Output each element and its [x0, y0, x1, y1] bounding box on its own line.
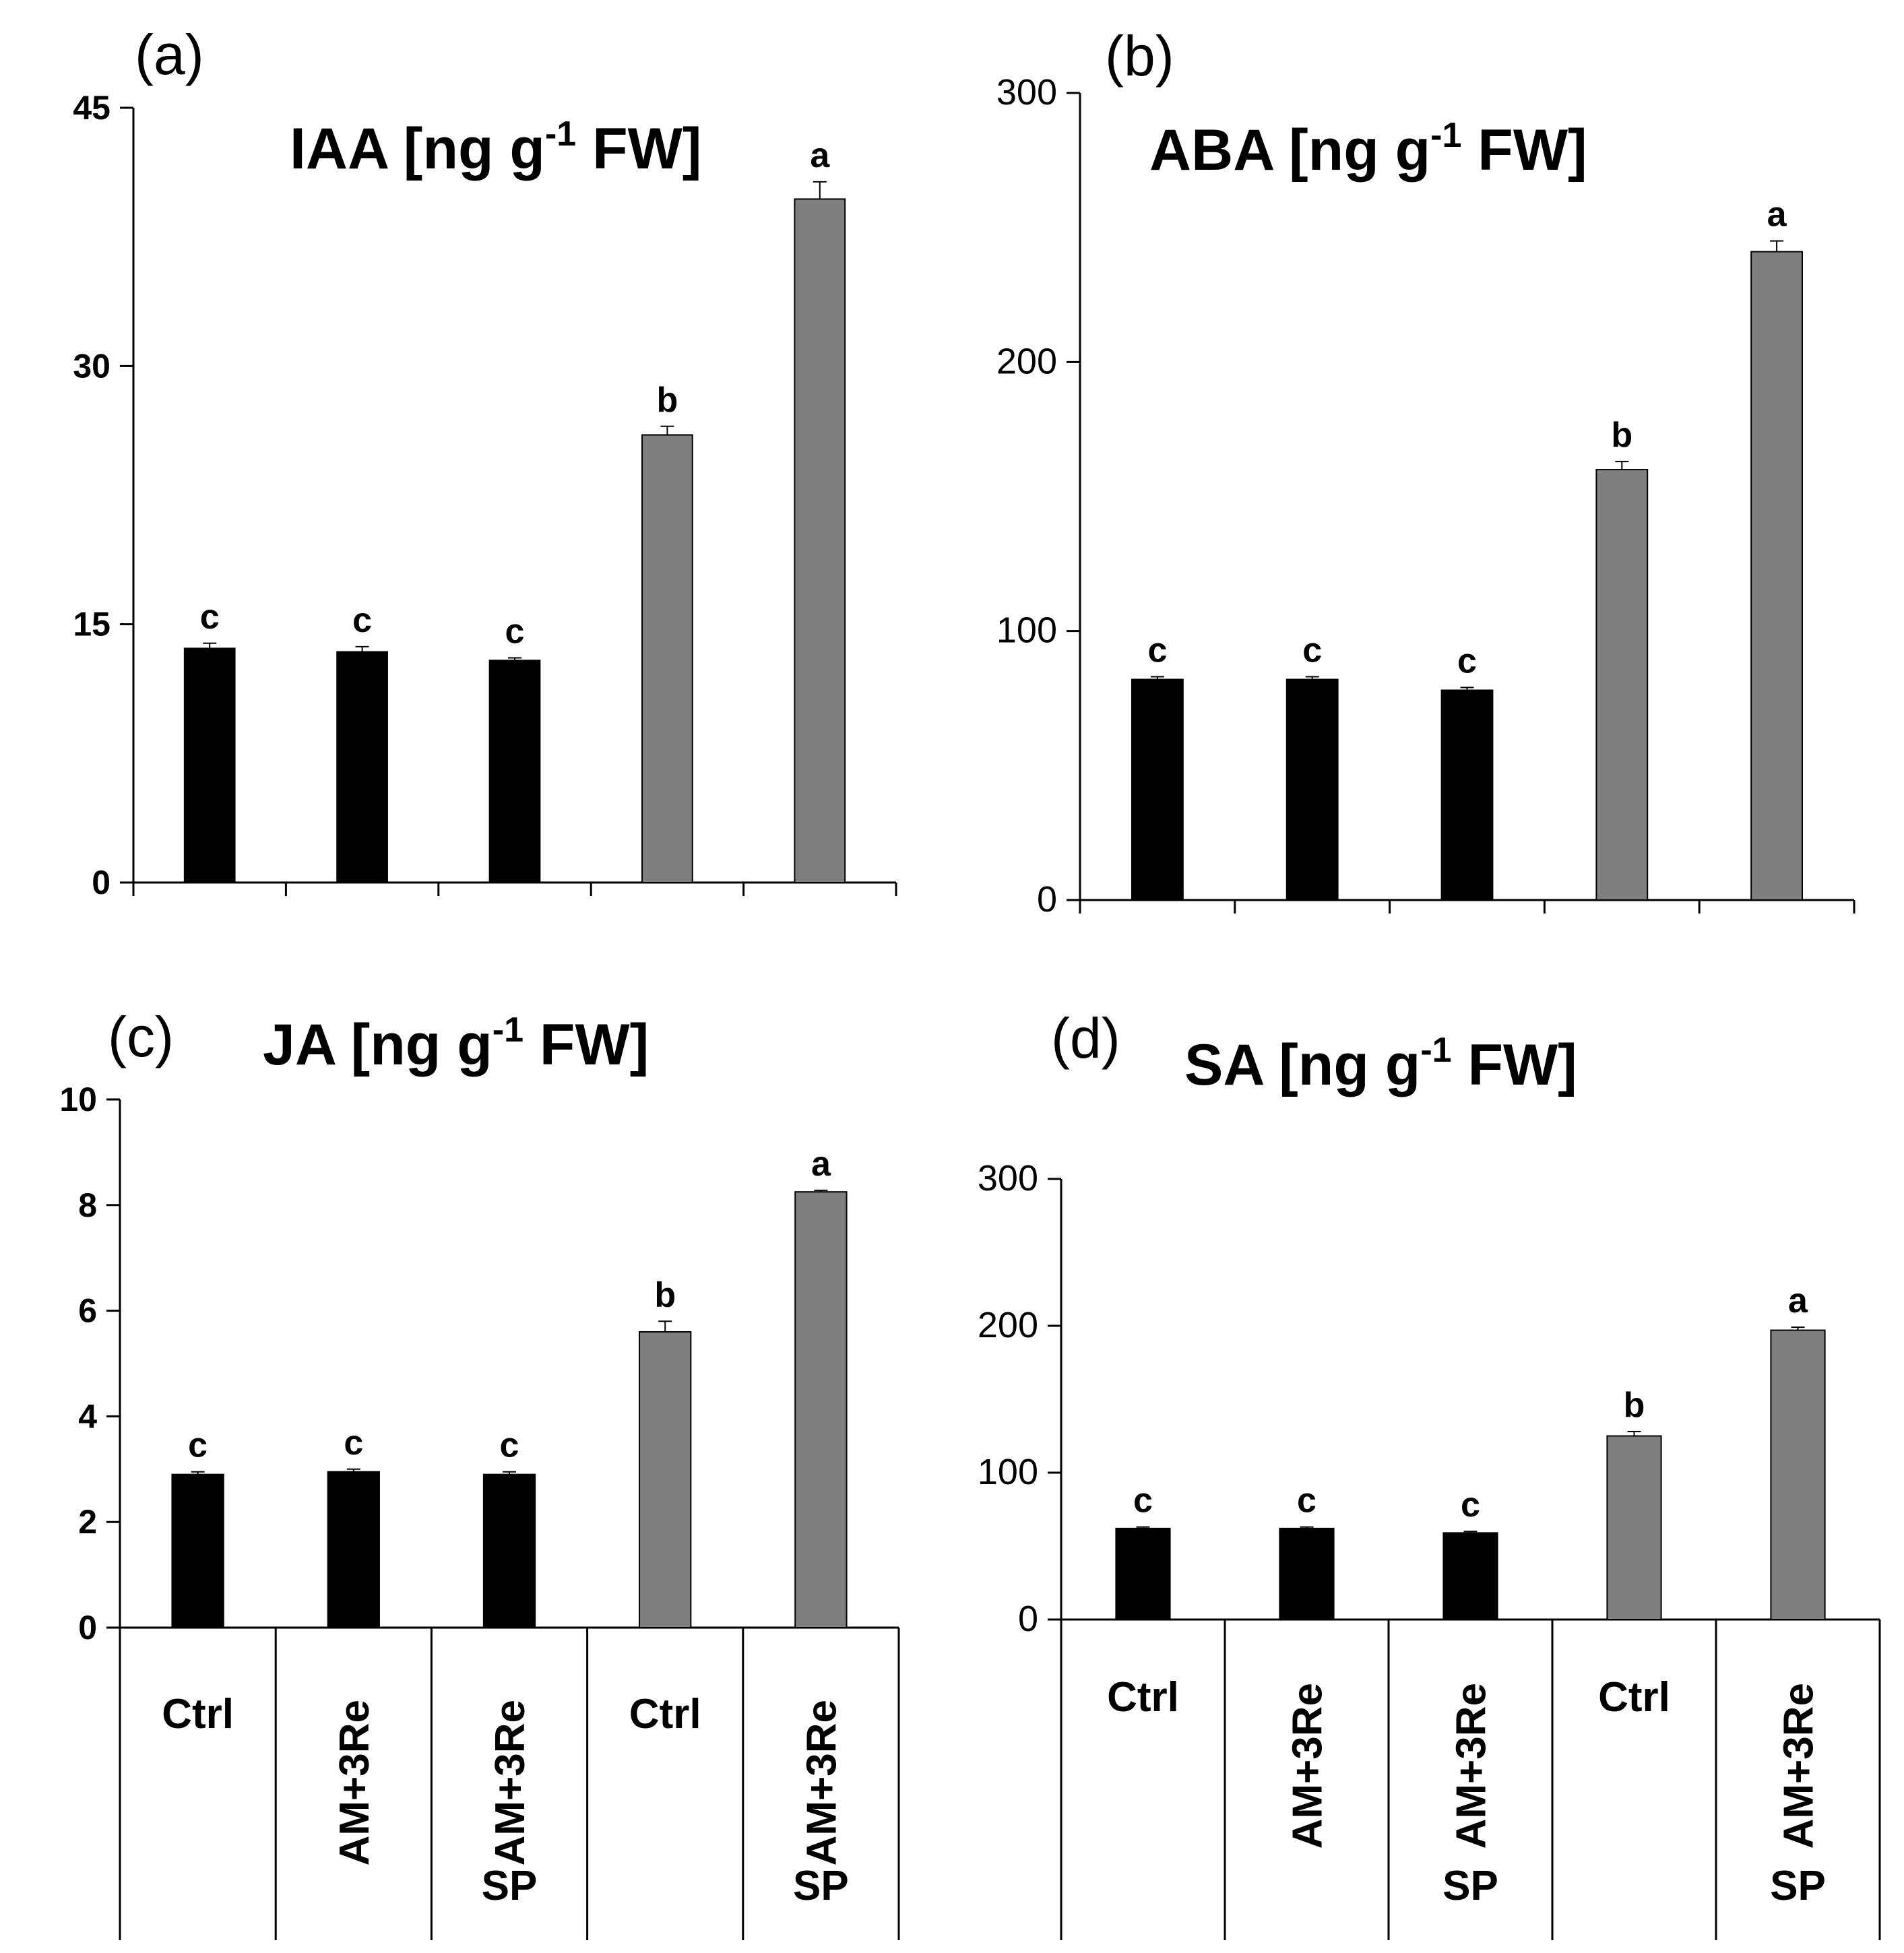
panel-c-category-label: Ctrl	[629, 1691, 701, 1737]
panel-a-significance-label: a	[810, 136, 830, 175]
panel-c-bar	[171, 1473, 224, 1628]
panel-b-bar	[1440, 689, 1494, 901]
panel-c-significance-label: a	[811, 1145, 831, 1184]
panel-c-y-tick-label: 4	[78, 1397, 97, 1435]
panel-c-y-tick-label: 2	[78, 1503, 97, 1541]
panel-a-y-tick-label: 0	[92, 864, 110, 901]
panel-c-title: JA [ng g-1 FW]	[263, 1011, 649, 1077]
panel-c-y-tick-label: 6	[78, 1292, 97, 1330]
panel-c-category-label: Ctrl	[162, 1691, 234, 1737]
panel-a-bar	[488, 660, 541, 883]
panel-d-y-tick-label: 0	[1018, 1599, 1038, 1639]
panel-d-significance-label: b	[1624, 1386, 1645, 1425]
panel-c-y-tick-label: 0	[78, 1609, 97, 1646]
panel-d-category-label: AM+3Re	[1449, 1683, 1495, 1849]
panel-d-letter: (d)	[1051, 1006, 1120, 1070]
panel-c-group-label: SP	[482, 1863, 538, 1909]
panel-b-significance-label: c	[1457, 642, 1477, 681]
panel-d-category-label: AM+3Re	[1776, 1683, 1822, 1849]
panel-c-bar	[327, 1471, 380, 1628]
panel-a-y-tick-label: 45	[73, 89, 110, 127]
panel-b-significance-label: a	[1767, 195, 1787, 234]
panel-c-group-label: SP	[793, 1863, 849, 1909]
panel-b-bar	[1595, 469, 1649, 901]
panel-d-group-label: SP	[1442, 1863, 1498, 1909]
panel-c-category-label: AM+3Re	[798, 1700, 845, 1865]
panel-c-category-label: AM+3Re	[487, 1700, 534, 1865]
panel-a-significance-label: c	[200, 598, 220, 637]
panel-d-category-label: Ctrl	[1598, 1674, 1670, 1721]
panel-a-bar	[794, 198, 846, 883]
panel-c-significance-label: b	[654, 1275, 676, 1314]
panel-a-letter: (a)	[135, 23, 204, 86]
panel-d-bar	[1442, 1532, 1498, 1620]
panel-d-significance-label: c	[1297, 1481, 1316, 1520]
panel-d-bar	[1279, 1527, 1335, 1621]
panel-d-bar	[1606, 1435, 1662, 1620]
panel-d-bar	[1770, 1329, 1826, 1621]
panel-c-bar	[482, 1473, 536, 1628]
panel-c-significance-label: c	[188, 1426, 208, 1465]
panel-b-y-tick-label: 200	[996, 341, 1057, 381]
panel-d-bar	[1115, 1527, 1171, 1621]
panel-c-category-label: AM+3Re	[331, 1700, 378, 1865]
panel-b-y-tick-label: 0	[1037, 879, 1057, 920]
panel-b-y-tick-label: 300	[996, 72, 1057, 113]
panel-a-y-tick-label: 15	[73, 606, 110, 643]
panel-a-y-tick-label: 30	[73, 347, 110, 385]
panel-b-title: ABA [ng g-1 FW]	[1149, 116, 1587, 183]
panel-d-category-label: AM+3Re	[1285, 1683, 1331, 1849]
panel-c-y-tick-label: 10	[59, 1081, 97, 1118]
panel-b-significance-label: c	[1147, 631, 1167, 670]
panel-c-significance-label: c	[500, 1426, 519, 1465]
panel-c-letter: (c)	[108, 1005, 174, 1068]
panel-b-y-tick-label: 100	[996, 610, 1057, 651]
panel-a-bar	[336, 651, 388, 883]
panel-a-significance-label: c	[352, 601, 372, 640]
panel-d-significance-label: c	[1133, 1481, 1153, 1520]
panel-a-bar	[641, 434, 693, 883]
panel-c-y-tick-label: 8	[78, 1186, 97, 1224]
panel-a-bar	[183, 647, 236, 883]
panel-b-significance-label: c	[1302, 631, 1322, 670]
panel-a-title: IAA [ng g-1 FW]	[290, 115, 701, 181]
panel-d-significance-label: c	[1461, 1485, 1480, 1525]
panel-c-significance-label: c	[344, 1423, 363, 1463]
panel-b-letter: (b)	[1105, 24, 1174, 88]
panel-d-title: SA [ng g-1 FW]	[1184, 1031, 1577, 1097]
panel-b-bar	[1286, 678, 1339, 901]
panel-b-bar	[1750, 251, 1804, 901]
panel-d-y-tick-label: 100	[978, 1452, 1038, 1492]
panel-d-y-tick-label: 300	[978, 1158, 1038, 1198]
panel-d-category-label: Ctrl	[1107, 1674, 1179, 1721]
panel-c-bar	[794, 1191, 848, 1628]
panel-a-significance-label: b	[657, 381, 678, 420]
panel-d-group-label: SP	[1770, 1863, 1826, 1909]
panel-b-bar	[1131, 678, 1184, 901]
panel-a-significance-label: c	[505, 612, 525, 651]
panel-c-bar	[639, 1331, 692, 1628]
panel-d-significance-label: a	[1788, 1281, 1808, 1320]
panel-b-significance-label: b	[1611, 416, 1632, 455]
panel-d-y-tick-label: 200	[978, 1305, 1038, 1345]
